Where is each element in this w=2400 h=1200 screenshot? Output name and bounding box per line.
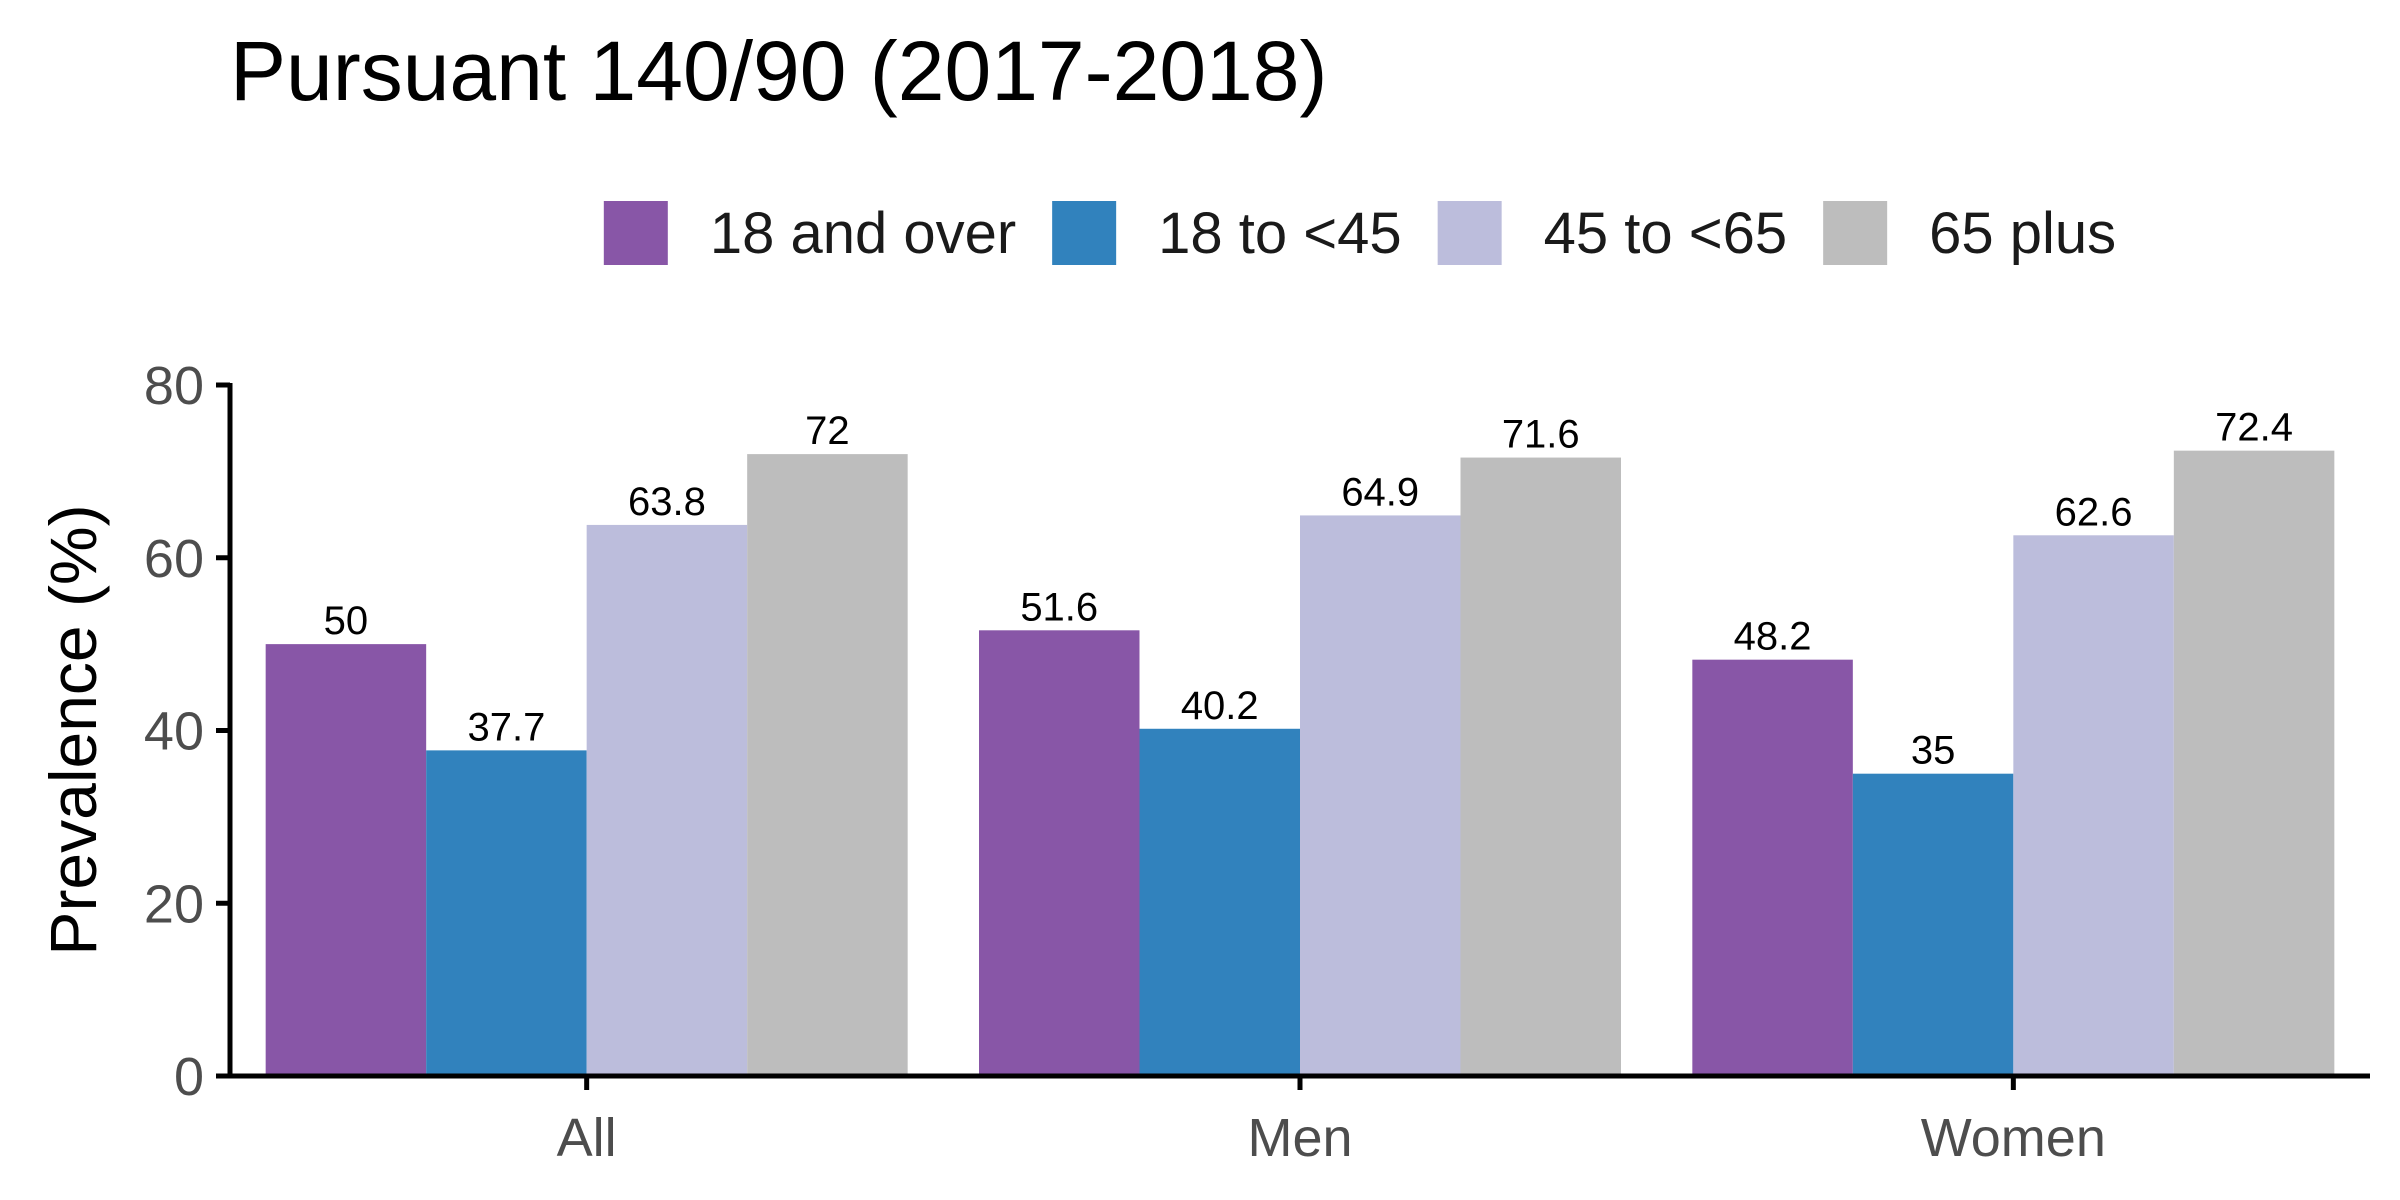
y-ticks: 0 20 40 60 80	[144, 356, 230, 1107]
data-label-all-18-and-over: 50	[324, 599, 369, 643]
bar-men-65-plus	[1460, 457, 1621, 1076]
legend-swatch	[1437, 201, 1502, 265]
x-tick-label-all: All	[557, 1108, 617, 1168]
x-tick-label-men: Men	[1247, 1108, 1352, 1168]
bar-women-18-to-45	[1852, 773, 2014, 1076]
bar-men-45-to-65	[1300, 515, 1461, 1076]
data-label-men-65-plus: 71.6	[1502, 413, 1580, 457]
data-label-all-45-to-65: 63.8	[628, 480, 706, 524]
y-axis-title: Prevalence (%)	[36, 504, 110, 955]
legend-swatch	[1052, 201, 1117, 265]
legend-item-45-to-65: 45 to <65	[1437, 201, 1788, 266]
legend-swatch	[1823, 201, 1888, 265]
y-tick-label: 0	[174, 1047, 204, 1107]
y-tick-label: 20	[144, 874, 204, 934]
legend-label: 45 to <65	[1544, 201, 1788, 266]
legend-item-18-to-45: 18 to <45	[1052, 201, 1402, 266]
data-label-all-65-plus: 72	[805, 409, 850, 453]
data-label-women-18-and-over: 48.2	[1734, 615, 1812, 659]
legend-label: 65 plus	[1929, 201, 2116, 266]
y-axis-title-group: Prevalence (%)	[36, 504, 110, 955]
bar-all-18-to-45	[426, 750, 587, 1076]
bar-all-18-and-over	[265, 644, 427, 1076]
bar-women-45-to-65	[2013, 535, 2174, 1076]
data-label-all-18-to-45: 37.7	[467, 705, 545, 749]
legend-label: 18 to <45	[1158, 201, 1402, 266]
y-tick-label: 80	[144, 356, 204, 416]
y-tick-label: 60	[144, 529, 204, 589]
legend-item-18-and-over: 18 and over	[603, 201, 1016, 266]
data-label-men-18-to-45: 40.2	[1181, 684, 1259, 728]
bar-women-18-and-over	[1692, 659, 1853, 1076]
data-label-men-18-and-over: 51.6	[1020, 585, 1098, 629]
data-labels: 50 37.7 63.8 72 51.6 40.2 64.9 71.6 48.2 35 62.6 72…	[324, 406, 2293, 773]
legend: 18 and over 18 to <45 45 to <65 65 plus	[603, 201, 2116, 266]
bar-all-65-plus	[747, 454, 908, 1077]
data-label-women-18-to-45: 35	[1911, 729, 1956, 773]
x-ticks: All Men Women	[557, 1076, 2106, 1168]
legend-item-65-plus: 65 plus	[1823, 201, 2116, 266]
bar-women-65-plus	[2173, 450, 2335, 1076]
legend-label: 18 and over	[710, 201, 1016, 266]
y-tick-label: 40	[144, 702, 204, 762]
bar-men-18-and-over	[979, 630, 1140, 1076]
data-label-women-45-to-65: 62.6	[2055, 490, 2133, 534]
bar-all-45-to-65	[586, 524, 748, 1076]
data-label-women-65-plus: 72.4	[2215, 406, 2293, 450]
legend-swatch	[603, 201, 668, 265]
data-label-men-45-to-65: 64.9	[1341, 470, 1419, 514]
bars	[265, 450, 2335, 1077]
x-tick-label-women: Women	[1921, 1108, 2106, 1168]
chart-title: Pursuant 140/90 (2017-2018)	[230, 24, 1327, 118]
bar-men-18-to-45	[1139, 728, 1300, 1076]
